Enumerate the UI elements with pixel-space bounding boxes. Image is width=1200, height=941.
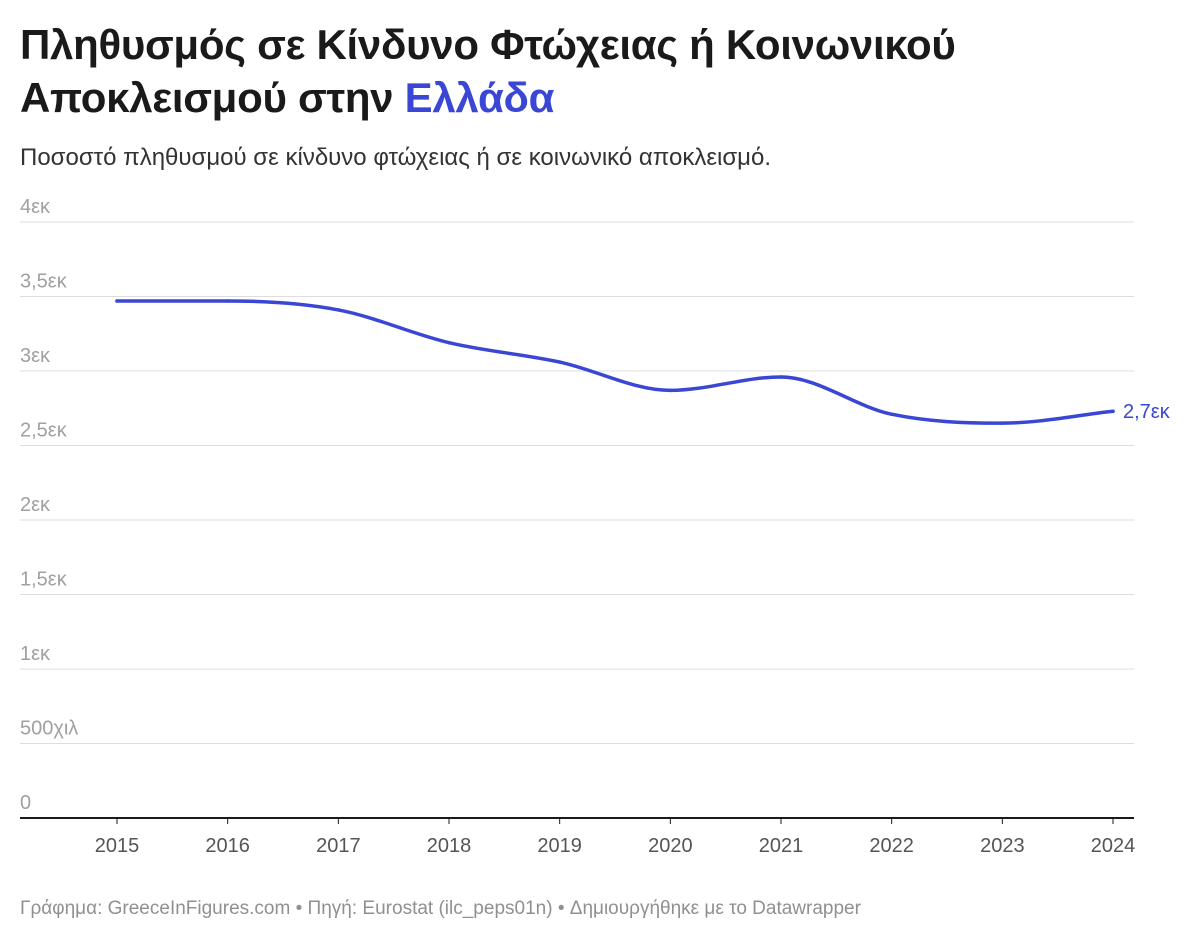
x-tick-label: 2023 [980,835,1025,857]
x-tick-label: 2021 [759,835,804,857]
data-point-2018 [447,340,451,345]
y-tick-label: 2,5εκ [20,420,68,442]
y-tick-label: 3,5εκ [20,271,68,293]
data-point-2015 [115,299,119,303]
y-tick-label: 4εκ [20,196,51,218]
x-tick-label: 2015 [95,835,140,857]
x-tick-label: 2022 [869,835,914,857]
data-point-2022 [889,412,894,416]
chart-subtitle: Ποσοστό πληθυσμού σε κίνδυνο φτώχειας ή … [20,144,772,171]
data-point-2023 [1000,421,1005,425]
data-point-2020 [668,388,673,393]
y-tick-label: 0 [20,792,31,814]
end-value-label: 2,7εκ [1123,401,1171,423]
series-line [115,299,1115,425]
chart-title-highlight: Ελλάδα [404,74,555,121]
x-tick-label: 2017 [316,835,361,857]
y-tick-label: 1εκ [20,643,51,665]
x-tick-label: 2019 [537,835,582,857]
data-point-2017 [336,308,341,312]
x-tick-label: 2016 [205,835,250,857]
x-tick-label: 2024 [1091,835,1136,857]
data-point-2024 [1111,409,1115,413]
data-point-2021 [779,375,783,379]
y-tick-label: 3εκ [20,345,51,367]
chart-title: Πληθυσμός σε Κίνδυνο Φτώχειας ή Κοινωνικ… [20,18,1180,124]
x-tick-label: 2018 [427,835,472,857]
x-tick-label: 2020 [648,835,693,857]
y-tick-label: 2εκ [20,494,51,516]
data-point-2016 [225,299,230,303]
y-tick-label: 1,5εκ [20,569,68,591]
chart-title-main: Πληθυσμός σε Κίνδυνο Φτώχειας ή Κοινωνικ… [20,21,956,121]
chart-footer: Γράφημα: GreeceInFigures.com • Πηγή: Eur… [20,898,861,919]
data-point-2019 [557,360,562,364]
y-tick-label: 500χιλ [20,718,78,740]
